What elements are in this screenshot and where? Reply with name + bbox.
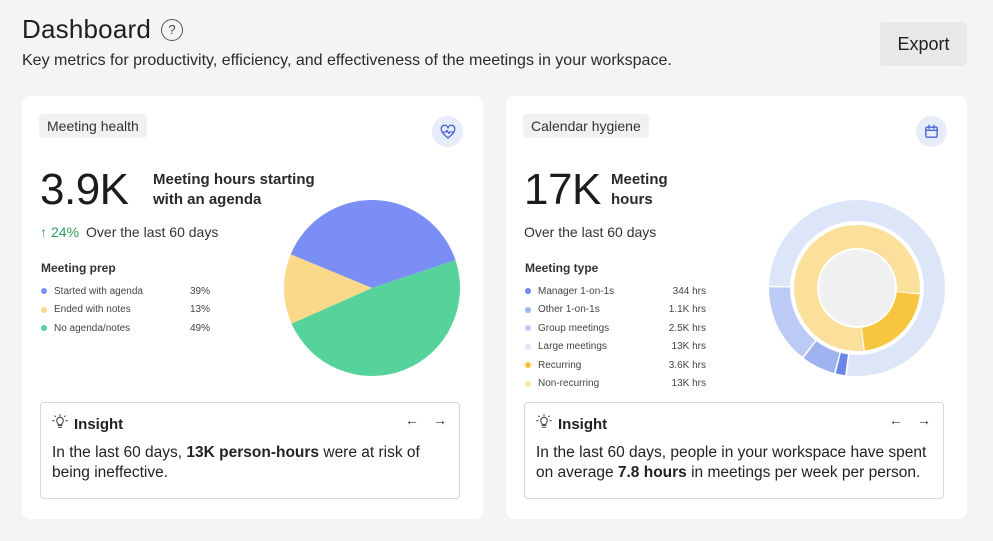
legend-value: 13K hrs (671, 378, 706, 390)
legend-label: No agenda/notes (54, 322, 131, 334)
legend-value: 1.1K hrs (668, 304, 706, 316)
insight-nav: ← → (405, 412, 447, 428)
legend-label: Started with agenda (54, 285, 143, 297)
trend-text: Over the last 60 days (524, 224, 657, 240)
pie-slice (291, 260, 461, 377)
lightbulb-icon (52, 414, 68, 434)
legend-value: 344 hrs (672, 285, 706, 297)
help-icon[interactable]: ? (161, 18, 183, 41)
legend-value: 2.5K hrs (668, 322, 706, 334)
legend-label: Non-recurring (538, 378, 600, 390)
legend-item: Started with agenda 39% (41, 282, 210, 301)
donut-segment (861, 292, 920, 351)
insight-panel: Insight ← → In the last 60 days, people … (524, 402, 944, 499)
label-line: Meeting (611, 171, 668, 188)
legend: Started with agenda 39% Ended with notes 13… (41, 282, 210, 338)
insight-header: Insight (536, 414, 607, 434)
meeting-hours-value: 3.9K (40, 165, 129, 214)
legend-dot (525, 306, 531, 313)
legend-dot (41, 288, 47, 295)
trend-value: 24% (51, 224, 80, 240)
insight-text: In the last 60 days, 13K person-hours we… (52, 443, 447, 483)
calendar-hygiene-card: Calendar hygiene 17K Meeting hours Over … (506, 96, 967, 519)
donut-center (819, 250, 895, 326)
insight-title: Insight (74, 415, 124, 433)
donut-segment (769, 287, 816, 357)
insight-text-part: were at risk of being ineffective. (52, 444, 420, 481)
legend-item: Large meetings 13K hrs (525, 338, 706, 357)
insight-panel: Insight ← → In the last 60 days, 13K per… (40, 402, 460, 499)
header: Dashboard ? (22, 14, 183, 45)
donut-segment (803, 341, 840, 373)
section-title: Meeting prep (41, 261, 116, 275)
pie-slice (284, 254, 372, 324)
insight-text-part: In the last 60 days, (52, 444, 187, 461)
insight-text-part: in meetings per week per person. (686, 464, 921, 481)
meeting-hours-value: 17K (524, 165, 601, 214)
arrow-right-icon[interactable]: → (917, 412, 931, 428)
legend-dot (525, 362, 531, 369)
insight-header: Insight (52, 414, 123, 434)
meeting-prep-pie-chart (284, 200, 461, 377)
legend-label: Manager 1-on-1s (538, 285, 615, 297)
insight-highlight: 13K person-hours (186, 444, 320, 461)
heart-pulse-icon (432, 116, 463, 147)
legend-value: 39% (190, 285, 211, 297)
arrow-right-icon[interactable]: → (433, 412, 447, 428)
arrow-left-icon[interactable]: ← (889, 412, 903, 428)
label-line: Meeting hours starting (153, 171, 315, 188)
label-line: hours (611, 191, 653, 208)
insight-highlight: 7.8 hours (617, 464, 687, 481)
legend-dot (41, 306, 47, 313)
arrow-left-icon[interactable]: ← (405, 412, 419, 428)
meeting-health-card: Meeting health 3.9K Meeting hours starti… (22, 96, 483, 519)
calendar-icon (916, 116, 947, 147)
legend-label: Large meetings (538, 341, 607, 353)
pie-slice (290, 200, 456, 288)
legend-item: Ended with notes 13% (41, 301, 210, 320)
legend-dot (525, 325, 531, 332)
page-subtitle: Key metrics for productivity, efficiency… (22, 52, 672, 69)
legend-item: Manager 1-on-1s 344 hrs (525, 282, 706, 301)
legend-item: Group meetings 2.5K hrs (525, 319, 706, 338)
legend-dot (525, 288, 531, 295)
donut-segment (835, 353, 848, 376)
legend-item: Non-recurring 13K hrs (525, 375, 706, 394)
insight-nav: ← → (889, 412, 931, 428)
insight-title: Insight (558, 415, 608, 433)
trend: ↑ 24% Over the last 60 days (40, 224, 218, 240)
insight-text: In the last 60 days, people in your work… (536, 443, 931, 483)
meeting-hours-label: Meeting hours starting with an agenda (153, 170, 315, 210)
lightbulb-icon (536, 414, 552, 434)
trend-text: Over the last 60 days (86, 224, 219, 240)
meeting-type-donut-chart (769, 200, 945, 376)
meeting-hours-label: Meeting hours (611, 170, 668, 210)
legend-item: Recurring 3.6K hrs (525, 356, 706, 375)
trend: Over the last 60 days (524, 224, 656, 240)
export-button[interactable]: Export (880, 22, 967, 66)
legend-label: Ended with notes (54, 304, 131, 316)
legend-label: Recurring (538, 359, 582, 371)
legend-item: Other 1-on-1s 1.1K hrs (525, 301, 706, 320)
arrow-up-icon: ↑ (40, 224, 47, 240)
legend-label: Group meetings (538, 322, 610, 334)
legend-value: 49% (190, 322, 211, 334)
legend-item: No agenda/notes 49% (41, 319, 210, 338)
donut-segment (794, 225, 920, 351)
legend-dot (525, 343, 531, 350)
legend-value: 13K hrs (671, 341, 706, 353)
legend-dot (41, 325, 47, 332)
legend-value: 13% (190, 304, 211, 316)
legend-value: 3.6K hrs (668, 359, 706, 371)
card-tag: Calendar hygiene (523, 114, 649, 138)
insight-text-part: In the last 60 days, people in your work… (536, 444, 927, 481)
section-title: Meeting type (525, 261, 599, 275)
legend-label: Other 1-on-1s (538, 304, 600, 316)
legend-dot (525, 380, 531, 387)
legend: Manager 1-on-1s 344 hrs Other 1-on-1s 1.1K … (525, 282, 706, 393)
card-tag: Meeting health (39, 114, 147, 138)
page-title: Dashboard (22, 14, 151, 44)
label-line: with an agenda (153, 191, 262, 208)
